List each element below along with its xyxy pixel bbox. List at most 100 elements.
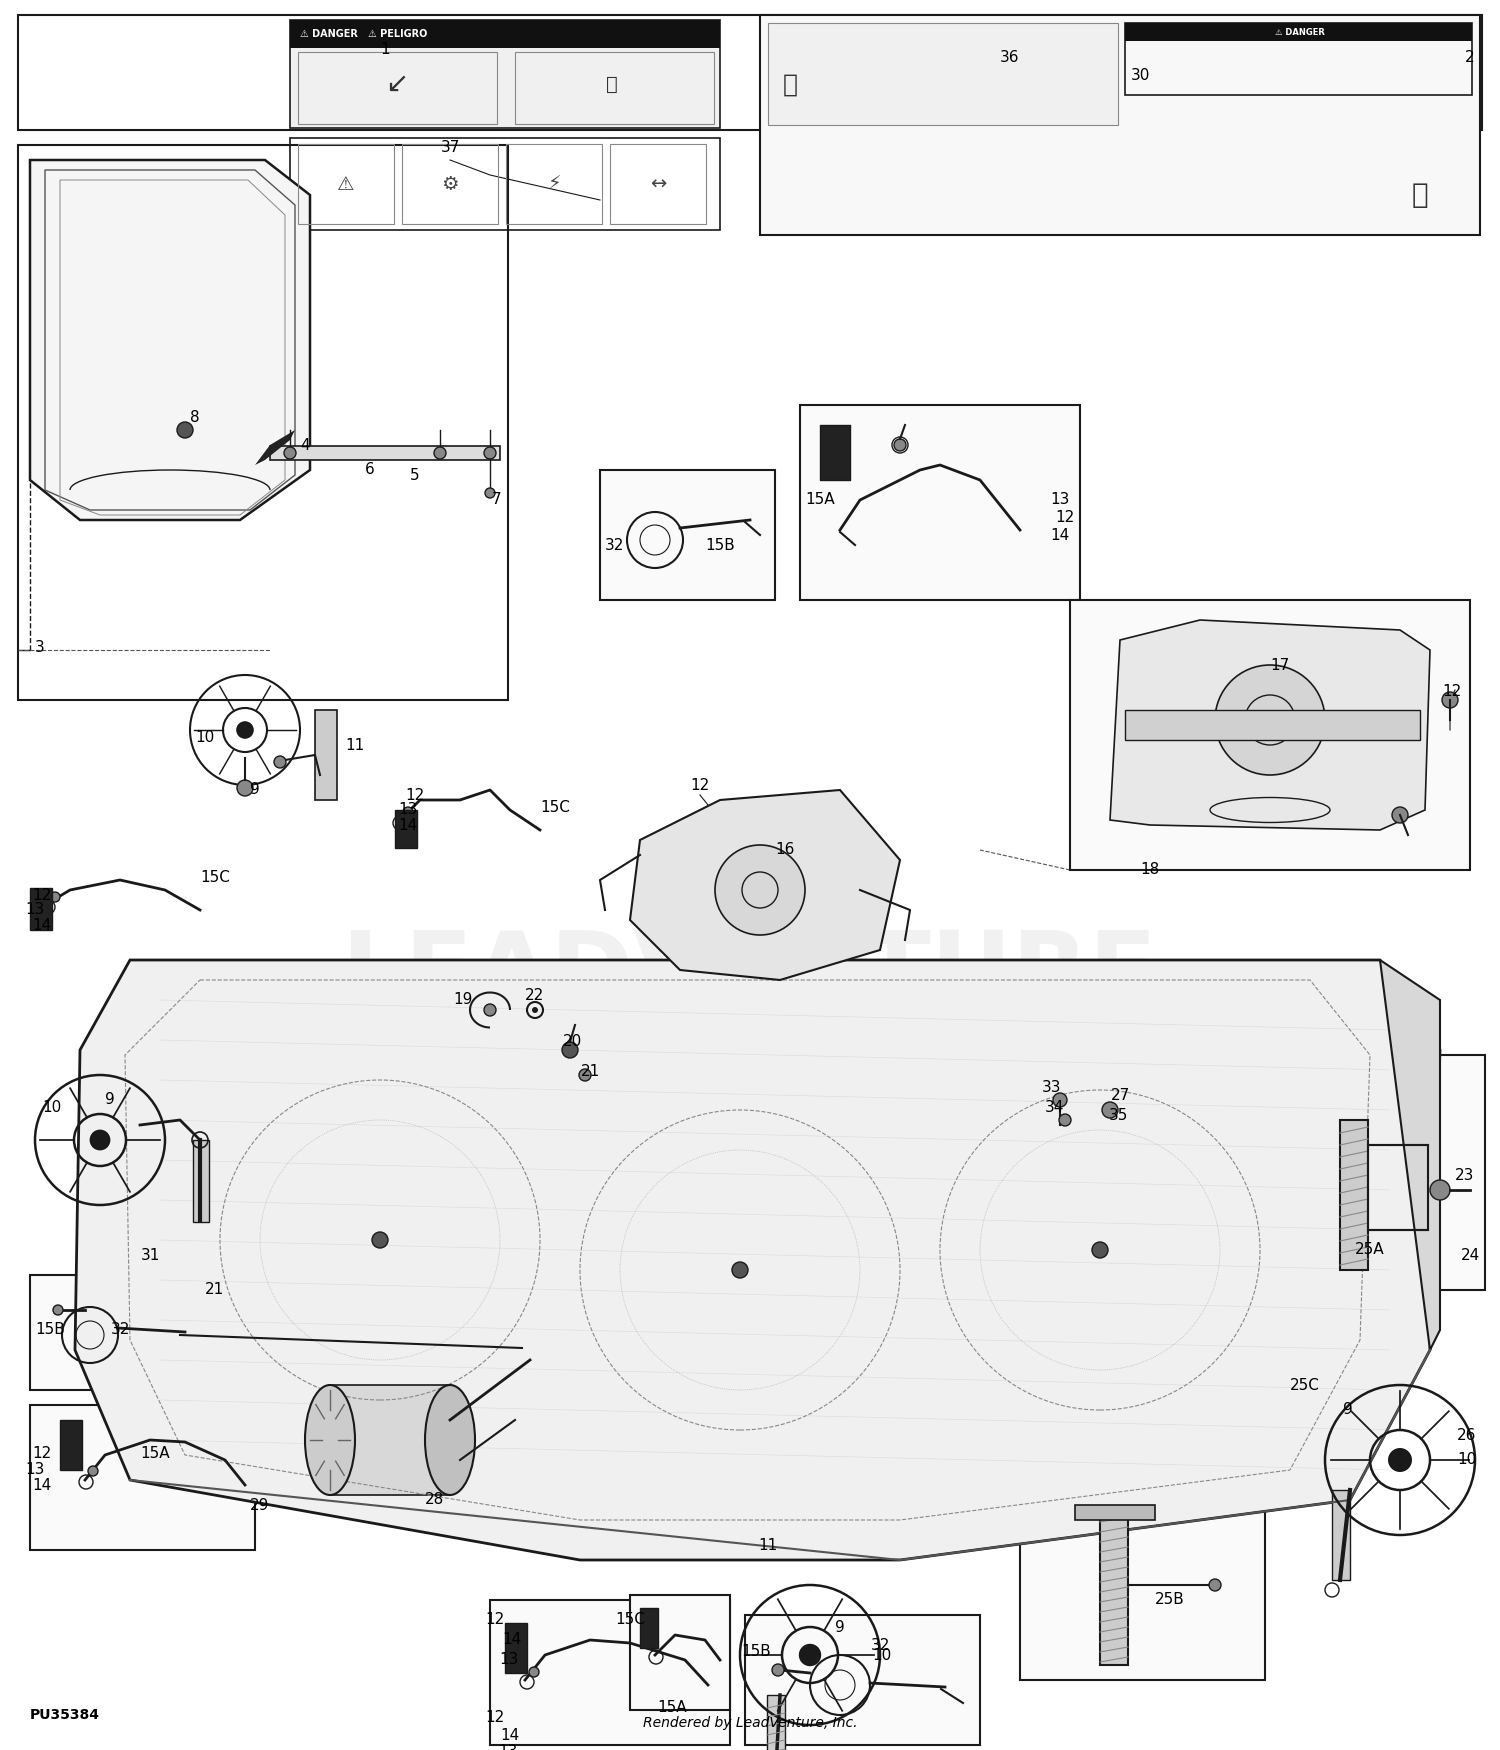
Text: 14: 14	[1050, 527, 1070, 542]
Circle shape	[50, 892, 60, 901]
Bar	[290, 19, 720, 128]
Text: 32: 32	[870, 1638, 889, 1652]
Bar	[402, 144, 498, 224]
Text: 25C: 25C	[1290, 1377, 1320, 1393]
Bar	[194, 1139, 208, 1221]
Bar	[330, 1384, 450, 1494]
Text: 19: 19	[453, 992, 472, 1008]
Circle shape	[1215, 665, 1324, 775]
Bar	[1125, 710, 1420, 740]
Bar	[60, 1419, 82, 1470]
Text: 10: 10	[873, 1647, 891, 1662]
Circle shape	[1430, 1180, 1450, 1200]
Polygon shape	[255, 430, 296, 466]
Text: 17: 17	[1270, 658, 1290, 672]
Text: 25B: 25B	[1155, 1592, 1185, 1608]
Bar	[1125, 23, 1472, 94]
Text: 29: 29	[251, 1498, 270, 1512]
Text: 13: 13	[500, 1652, 519, 1668]
Bar	[1100, 1510, 1128, 1664]
Text: 10: 10	[195, 730, 214, 746]
Polygon shape	[1110, 620, 1430, 830]
Text: 🏃: 🏃	[1412, 180, 1428, 208]
Text: 7: 7	[492, 492, 502, 508]
Circle shape	[1392, 807, 1408, 822]
Bar	[640, 1608, 658, 1648]
Bar	[394, 810, 417, 849]
Text: 12: 12	[690, 777, 709, 793]
Bar	[315, 710, 338, 800]
Text: 15C: 15C	[540, 800, 570, 816]
Text: 12: 12	[33, 887, 51, 903]
Text: 16: 16	[776, 842, 795, 858]
Text: 5: 5	[410, 467, 420, 483]
Bar	[490, 1600, 730, 1745]
Text: 31: 31	[141, 1248, 159, 1262]
Polygon shape	[30, 159, 310, 520]
Text: 12: 12	[405, 788, 424, 803]
Text: 15A: 15A	[657, 1699, 687, 1715]
Bar	[298, 144, 394, 224]
Text: Rendered by LeadVenture, Inc.: Rendered by LeadVenture, Inc.	[642, 1717, 858, 1731]
Text: 35: 35	[1108, 1108, 1128, 1122]
Text: 13: 13	[26, 1463, 45, 1477]
Text: 13: 13	[498, 1745, 517, 1750]
Text: 14: 14	[33, 917, 51, 933]
Bar	[18, 145, 508, 700]
Circle shape	[532, 1006, 538, 1013]
Bar	[630, 1594, 730, 1710]
Bar	[1368, 1144, 1428, 1230]
Circle shape	[1092, 1242, 1108, 1258]
Text: 24: 24	[1461, 1248, 1479, 1262]
Text: ⚠ DANGER: ⚠ DANGER	[1275, 28, 1324, 37]
Text: 15A: 15A	[140, 1446, 170, 1461]
Text: 🚶: 🚶	[783, 74, 798, 96]
Circle shape	[1102, 1102, 1118, 1118]
Text: 🚶: 🚶	[606, 75, 618, 93]
Circle shape	[1209, 1578, 1221, 1591]
Text: PU35384: PU35384	[30, 1708, 100, 1722]
Text: 14: 14	[501, 1727, 519, 1743]
Bar	[821, 425, 850, 480]
Bar	[298, 52, 496, 124]
Circle shape	[88, 1466, 98, 1475]
Text: ⚠: ⚠	[338, 175, 354, 194]
Text: 15B: 15B	[741, 1645, 771, 1659]
Circle shape	[274, 756, 286, 768]
Circle shape	[90, 1129, 111, 1150]
Text: 22: 22	[525, 987, 544, 1003]
Circle shape	[484, 488, 495, 499]
Circle shape	[484, 446, 496, 458]
Circle shape	[772, 1664, 784, 1676]
Circle shape	[433, 446, 445, 458]
Text: ⚙: ⚙	[441, 175, 459, 194]
Text: 37: 37	[441, 140, 459, 156]
Circle shape	[1053, 1094, 1066, 1108]
Bar	[290, 19, 720, 47]
Circle shape	[716, 845, 806, 935]
Bar	[30, 1405, 255, 1550]
Text: 9: 9	[1342, 1402, 1353, 1418]
Text: 13: 13	[26, 903, 45, 917]
Circle shape	[53, 1306, 63, 1314]
Text: 32: 32	[606, 537, 624, 553]
Bar	[506, 1622, 526, 1673]
Text: 3: 3	[34, 640, 45, 656]
Text: ⚡: ⚡	[548, 175, 561, 194]
Circle shape	[1442, 691, 1458, 709]
Text: 32: 32	[111, 1323, 129, 1337]
Text: 12: 12	[486, 1710, 504, 1726]
Text: 10: 10	[1458, 1452, 1476, 1468]
Text: 15A: 15A	[806, 492, 836, 508]
Text: 21: 21	[580, 1064, 600, 1080]
Circle shape	[800, 1643, 820, 1666]
Text: 1: 1	[380, 42, 390, 58]
Text: 6: 6	[364, 462, 375, 478]
Circle shape	[732, 1262, 748, 1278]
Bar	[768, 23, 1118, 124]
Text: 13: 13	[1050, 492, 1070, 508]
Polygon shape	[1380, 961, 1440, 1349]
Text: 9: 9	[251, 782, 260, 798]
Text: 15C: 15C	[200, 870, 230, 886]
Text: 12: 12	[1443, 684, 1461, 700]
